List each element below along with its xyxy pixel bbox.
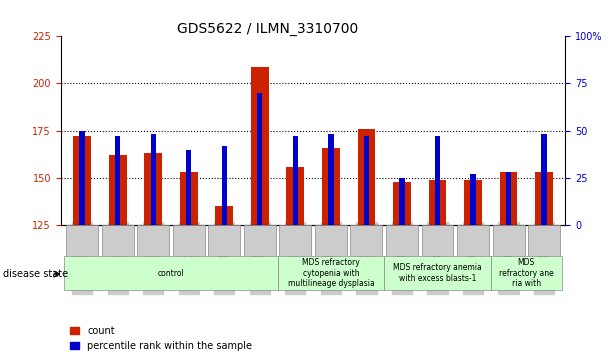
Bar bbox=[535, 172, 553, 225]
Text: MDS
refractory ane
ria with: MDS refractory ane ria with bbox=[499, 258, 554, 288]
FancyBboxPatch shape bbox=[137, 225, 169, 256]
Bar bbox=[73, 136, 91, 225]
Bar bbox=[322, 148, 340, 225]
Text: GDS5622 / ILMN_3310700: GDS5622 / ILMN_3310700 bbox=[177, 22, 358, 36]
Bar bbox=[215, 206, 233, 225]
Bar bbox=[109, 155, 126, 225]
FancyBboxPatch shape bbox=[457, 225, 489, 256]
FancyBboxPatch shape bbox=[279, 225, 311, 256]
Bar bbox=[393, 182, 411, 225]
Bar bbox=[115, 136, 120, 225]
Bar bbox=[180, 172, 198, 225]
FancyBboxPatch shape bbox=[386, 225, 418, 256]
Text: control: control bbox=[157, 269, 184, 278]
FancyBboxPatch shape bbox=[491, 256, 562, 290]
Bar bbox=[251, 66, 269, 225]
Text: MDS refractory anemia
with excess blasts-1: MDS refractory anemia with excess blasts… bbox=[393, 264, 482, 283]
FancyBboxPatch shape bbox=[244, 225, 276, 256]
FancyBboxPatch shape bbox=[173, 225, 205, 256]
Bar bbox=[292, 136, 298, 225]
Bar bbox=[506, 172, 511, 225]
Bar bbox=[429, 180, 446, 225]
FancyBboxPatch shape bbox=[350, 225, 382, 256]
Bar bbox=[399, 178, 405, 225]
Bar bbox=[186, 150, 192, 225]
Bar bbox=[151, 134, 156, 225]
Bar bbox=[435, 136, 440, 225]
FancyBboxPatch shape bbox=[421, 225, 454, 256]
Legend: count, percentile rank within the sample: count, percentile rank within the sample bbox=[66, 322, 256, 355]
Text: disease state: disease state bbox=[3, 269, 68, 279]
Bar bbox=[286, 167, 304, 225]
FancyBboxPatch shape bbox=[102, 225, 134, 256]
FancyBboxPatch shape bbox=[492, 225, 525, 256]
Bar bbox=[471, 174, 475, 225]
Bar bbox=[358, 129, 375, 225]
Bar bbox=[328, 134, 334, 225]
Bar bbox=[542, 134, 547, 225]
Text: MDS refractory
cytopenia with
multilineage dysplasia: MDS refractory cytopenia with multilinea… bbox=[288, 258, 375, 288]
Bar bbox=[364, 136, 369, 225]
FancyBboxPatch shape bbox=[66, 225, 98, 256]
FancyBboxPatch shape bbox=[384, 256, 491, 290]
Bar bbox=[257, 93, 263, 225]
Bar bbox=[500, 172, 517, 225]
Bar bbox=[221, 146, 227, 225]
FancyBboxPatch shape bbox=[315, 225, 347, 256]
FancyBboxPatch shape bbox=[64, 256, 278, 290]
Bar bbox=[464, 180, 482, 225]
FancyBboxPatch shape bbox=[528, 225, 560, 256]
Bar bbox=[144, 153, 162, 225]
FancyBboxPatch shape bbox=[278, 256, 384, 290]
FancyBboxPatch shape bbox=[209, 225, 240, 256]
Bar bbox=[80, 131, 85, 225]
